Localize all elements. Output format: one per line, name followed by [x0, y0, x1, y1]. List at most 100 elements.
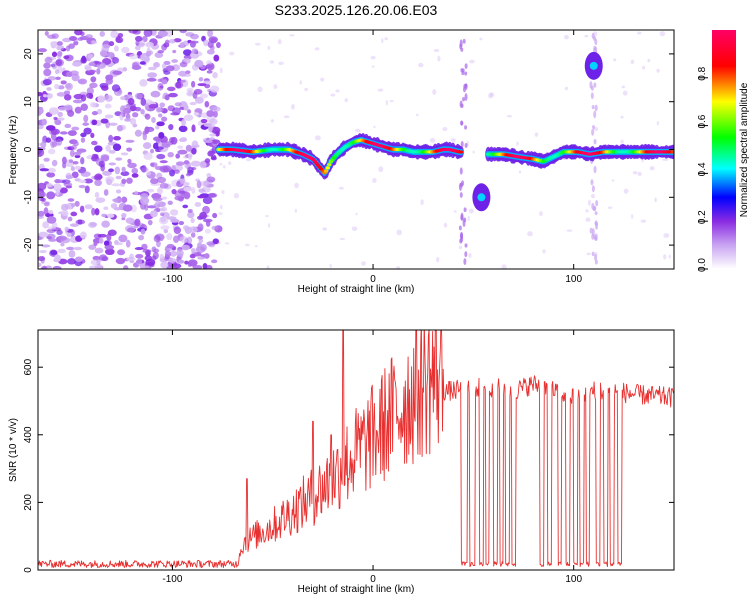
noise-blob [80, 31, 85, 37]
noise-blob [458, 245, 463, 250]
y-tick-label: 0 [23, 146, 34, 152]
noise-blob [139, 79, 148, 87]
noise-blob [38, 107, 44, 115]
noise-blob [659, 31, 666, 37]
streak-blob [460, 214, 464, 221]
noise-blob [63, 104, 73, 110]
noise-blob [145, 258, 156, 266]
noise-blob [41, 265, 48, 269]
noise-blob [190, 248, 196, 253]
noise-blob [70, 211, 78, 217]
streak-blob [591, 251, 595, 257]
noise-blob [100, 118, 109, 124]
noise-blob [61, 156, 67, 165]
noise-blob [166, 265, 175, 269]
noise-blob [66, 71, 73, 78]
noise-blob [72, 99, 83, 104]
noise-blob [91, 110, 98, 116]
streak-blob [462, 38, 466, 44]
streak-blob [462, 86, 466, 93]
streak-blob [462, 97, 466, 102]
colorbar-label: Normalized spectral amplitude [739, 82, 750, 217]
noise-blob [389, 100, 394, 103]
streak-blob [459, 167, 463, 175]
noise-blob [206, 70, 213, 74]
noise-blob [189, 253, 196, 259]
noise-blob [71, 126, 80, 131]
noise-blob [75, 256, 84, 262]
noise-blob [97, 233, 107, 238]
noise-blob [110, 203, 118, 209]
noise-blob [121, 213, 127, 218]
noise-blob [171, 59, 179, 63]
noise-blob [159, 102, 166, 108]
noise-blob [269, 60, 275, 64]
noise-blob [52, 265, 62, 269]
noise-blob [74, 106, 82, 114]
noise-blob [155, 106, 162, 113]
noise-blob [113, 45, 119, 52]
noise-blob [663, 233, 670, 238]
noise-blob [89, 40, 98, 45]
ridge-core [325, 166, 330, 170]
noise-blob [198, 188, 206, 193]
noise-blob [384, 37, 389, 41]
noise-blob [94, 247, 104, 254]
noise-blob [212, 106, 221, 112]
noise-blob [183, 114, 194, 122]
noise-blob [159, 165, 169, 173]
noise-blob [57, 248, 66, 254]
noise-blob [245, 157, 252, 162]
noise-blob [46, 236, 52, 240]
noise-blob [168, 257, 177, 263]
noise-blob [57, 117, 65, 121]
noise-blob [134, 129, 142, 137]
noise-blob [203, 122, 212, 127]
noise-blob [224, 242, 230, 245]
noise-blob [179, 235, 188, 243]
noise-blob [299, 80, 302, 85]
noise-blob [164, 94, 170, 101]
streak-blob [593, 138, 597, 145]
noise-blob [44, 30, 49, 36]
noise-blob [207, 30, 214, 38]
noise-blob [132, 112, 139, 118]
noise-blob [160, 225, 170, 230]
noise-blob [104, 103, 112, 109]
noise-blob [204, 100, 210, 108]
noise-blob [197, 235, 204, 240]
streak-blob [459, 192, 463, 198]
ridge-core [670, 150, 674, 154]
noise-blob [254, 42, 261, 46]
noise-blob [183, 186, 193, 192]
noise-blob [101, 213, 107, 218]
noise-blob [69, 223, 79, 227]
noise-blob [67, 198, 75, 202]
streak-blob [463, 258, 467, 265]
noise-blob [370, 55, 376, 60]
noise-blob [101, 44, 111, 49]
noise-blob [527, 231, 533, 237]
noise-blob [50, 250, 58, 256]
noise-blob [96, 68, 101, 75]
noise-blob [641, 159, 644, 163]
noise-blob [418, 62, 424, 68]
noise-blob [168, 92, 178, 98]
noise-blob [41, 244, 51, 248]
noise-blob [47, 34, 56, 39]
noise-blob [104, 114, 114, 119]
noise-blob [183, 191, 191, 200]
noise-blob [193, 112, 200, 116]
noise-blob [63, 182, 73, 187]
streak-blob [591, 128, 595, 136]
noise-blob [188, 152, 193, 161]
noise-blob [191, 124, 196, 133]
noise-blob [131, 65, 142, 70]
noise-blob [93, 241, 98, 247]
noise-blob [219, 67, 223, 74]
noise-blob [221, 189, 225, 195]
noise-blob [372, 178, 377, 183]
noise-blob [218, 212, 223, 215]
noise-blob [87, 53, 94, 59]
noise-blob [219, 204, 223, 210]
